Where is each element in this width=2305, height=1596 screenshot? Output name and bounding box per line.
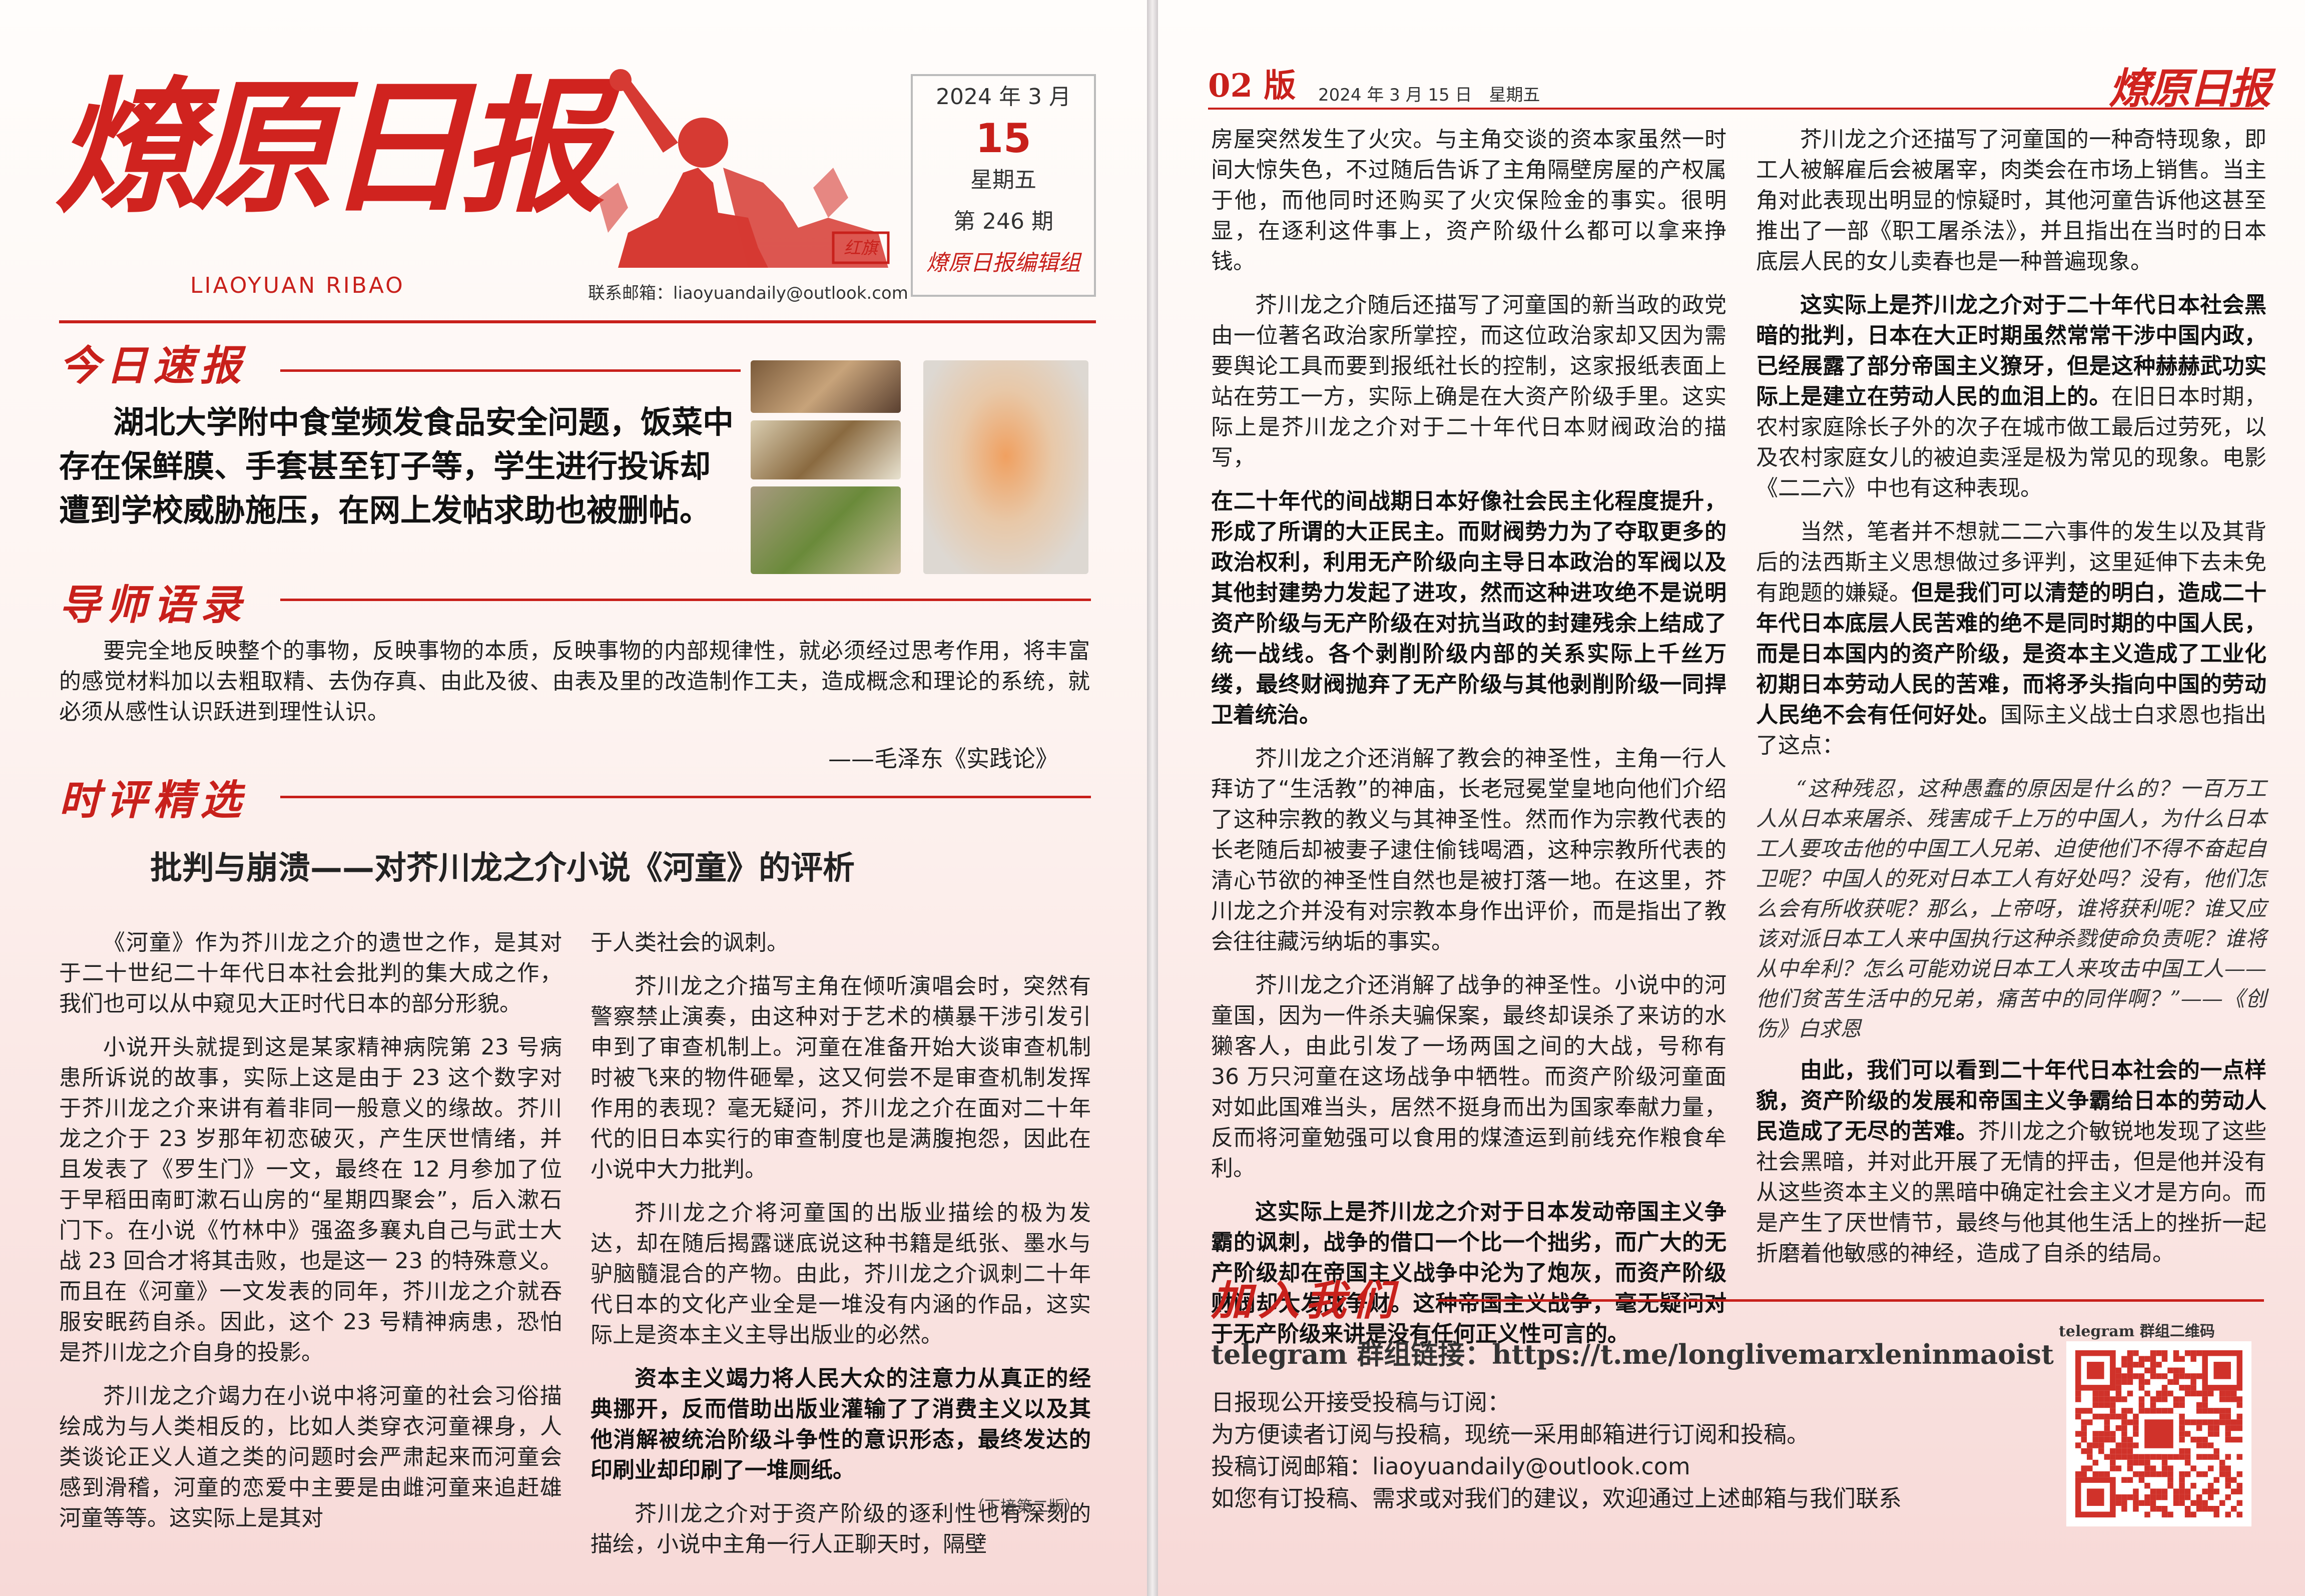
masthead-poster-image: 红旗: [598, 69, 890, 268]
page-two: 02 版 2024 年 3 月 15 日 星期五 燎原日报 房屋突然发生了火灾。…: [1158, 0, 2305, 1596]
section-heading-quote: 导师语录: [59, 581, 247, 629]
article-paragraph: 芥川龙之介还描写了河童国的一种奇特现象，即工人被解雇后会被屠宰，肉类会在市场上销…: [1756, 124, 2266, 277]
flash-headline: 湖北大学附中食堂频发食品安全问题，饭菜中存在保鲜膜、手套甚至钉子等，学生进行投诉…: [59, 404, 734, 528]
join-line: 日报现公开接受投稿与订阅：: [1211, 1389, 1510, 1416]
join-line: 为方便读者订阅与投稿，现统一采用邮箱进行订阅和投稿。: [1211, 1421, 1810, 1448]
qr-label: telegram 群组二维码: [2059, 1323, 2215, 1340]
quote-paragraph: 要完全地反映整个的事物，反映事物的本质，反映事物的内部规律性，就必须经过思考作用…: [59, 638, 1090, 725]
page-gutter: [1147, 0, 1158, 1596]
article-column-2: 于人类社会的讽刺。 芥川龙之介描写主角在倾听演唱会时，突然有警察禁止演奏，由这种…: [591, 927, 1091, 1572]
article-sentence: 芥川龙之介敏锐地发现了这些社会黑暗，并对此开展了无情的抨击，但是他并没有从这些资…: [1756, 1119, 2267, 1266]
article-paragraph: 芥川龙之介将河童国的出版业描绘的极为发达，却在随后揭露谜底说这种书籍是纸张、墨水…: [591, 1200, 1091, 1348]
editor-credit: 燎原日报编辑组: [926, 250, 1080, 276]
article-sentence: 在二十年代的间战期日本好像社会民主化程度提升，形成了所谓的大正民主。而财阀势力为…: [1211, 488, 1726, 728]
article-paragraph: 芥川龙之介还消解了战争的神圣性。小说中的河童国，因为一件杀夫骗保案，最终却误杀了…: [1211, 970, 1726, 1184]
food-photo-2: [751, 420, 901, 479]
article-sentence: 芥川龙之介随后还描写了河童国的新当政的政党由一位著名政治家所掌控，而这位政治家却…: [1211, 292, 1726, 470]
masthead-rule: [59, 320, 1096, 323]
quote-text: 要完全地反映整个的事物，反映事物的本质，反映事物的内部规律性，就必须经过思考作用…: [59, 636, 1090, 740]
article-column-4: 芥川龙之介还描写了河童国的一种奇特现象，即工人被解雇后会被屠宰，肉类会在市场上销…: [1756, 124, 2266, 1282]
food-photo-1: [751, 360, 901, 413]
poster-seal-text: 红旗: [844, 238, 880, 258]
section-rule: [280, 796, 1091, 798]
edition-label: 02 版: [1208, 67, 1296, 105]
article-paragraph: 由此，我们可以看到二十年代日本社会的一点样貌，资产阶级的发展和帝国主义争霸给日本…: [1756, 1055, 2266, 1269]
article-sentence: 这实际上是芥川龙之介对于日本发动帝国主义争霸的讽刺，战争的借口一个比一个拙劣，而…: [1211, 1199, 1726, 1347]
page-one: 燎原日报 LIAOYUAN RIBAO 红旗 联系邮箱：liaoyuandail…: [0, 0, 1147, 1596]
article-sentence: 当然，笔者并不想就二二六事件的发生以及其背后的法西斯主义思想做过多评判，这里延伸…: [1756, 519, 2266, 606]
section-heading-flash: 今日速报: [59, 342, 247, 390]
article-paragraph: 芥川龙之介描写主角在倾听演唱会时，突然有警察禁止演奏，由这种对于艺术的横暴干涉引…: [591, 973, 1091, 1182]
article-paragraph: 这实际上是芥川龙之介对于日本发动帝国主义争霸的讽刺，战争的借口一个比一个拙劣，而…: [1211, 1197, 1726, 1349]
article-paragraph: 芥川龙之介对于资产阶级的逐利性也有深刻的描绘，小说中主角一行人正聊天时，隔壁: [591, 1501, 1091, 1557]
masthead-pinyin: LIAOYUAN RIBAO: [190, 273, 405, 298]
date-box: 2024 年 3 月 15 星期五 第 246 期 燎原日报编辑组: [911, 74, 1096, 297]
contact-email: 联系邮箱：liaoyuandaily@outlook.com: [588, 283, 908, 303]
food-photo-3: [751, 486, 901, 574]
section-rule: [1438, 1299, 2264, 1302]
article-paragraph: 芥川龙之介随后还描写了河童国的新当政的政党由一位著名政治家所掌控，而这位政治家却…: [1211, 290, 1726, 473]
article-sentence: 在旧日本时期，农村家庭除长子外的次子在城市做工最后过劳死，以及农村家庭女儿的被迫…: [1756, 384, 2267, 501]
article-sentence: 芥川龙之介还描写了河童国的一种奇特现象，即工人被解雇后会被屠宰，肉类会在市场上销…: [1756, 127, 2266, 274]
article-sentence: 房屋突然发生了火灾。与主角交谈的资本家虽然一时间大惊失色，不过随后告诉了主角隔壁…: [1211, 127, 1726, 274]
article-sentence: 芥川龙之介还消解了战争的神圣性。小说中的河童国，因为一件杀夫骗保案，最终却误杀了…: [1211, 972, 1726, 1181]
article-paragraph-bold: 资本主义竭力将人民大众的注意力从真正的经典挪开，反而借助出版业灌输了了消费主义以…: [591, 1366, 1091, 1483]
article-paragraph: 《河童》作为芥川龙之介的遗世之作，是其对于二十世纪二十年代日本社会批判的集大成之…: [59, 930, 562, 1016]
telegram-link[interactable]: telegram 群组链接：https://t.me/longlivemarxl…: [1211, 1338, 2054, 1370]
article-paragraph: 当然，笔者并不想就二二六事件的发生以及其背后的法西斯主义思想做过多评判，这里延伸…: [1756, 516, 2266, 761]
quote-citation: ——毛泽东《实践论》: [828, 745, 1058, 772]
page-two-logo: 燎原日报: [2109, 64, 2271, 113]
edition-date: 2024 年 3 月 15 日 星期五: [1318, 85, 1540, 105]
bethune-quote: “这种残忍，这种愚蠢的原因是什么的？一百万工人从日本来屠杀、残害成千上万的中国人…: [1756, 776, 2266, 1041]
date-day: 15: [975, 115, 1031, 162]
telegram-qr-code[interactable]: [2066, 1341, 2251, 1526]
weekday: 星期五: [970, 167, 1036, 193]
header-rule: [1208, 108, 2264, 110]
article-paragraph: 芥川龙之介竭力在小说中将河童的社会习俗描绘成为与人类相反的，比如人类穿衣河童裸身…: [59, 1383, 562, 1531]
article-title: 批判与崩溃——对芥川龙之介小说《河童》的评析: [150, 850, 855, 887]
issue-number: 第 246 期: [953, 209, 1053, 234]
masthead-logo: 燎原日报: [55, 63, 606, 233]
article-paragraph: 这实际上是芥川龙之介对于二十年代日本社会黑暗的批判，日本在大正时期虽然常常干涉中…: [1756, 290, 2266, 503]
article-sentence-bold: 但是我们可以清楚的明白，造成二十年代日本底层人民苦难的绝不是同时期的中国人民，而…: [1756, 580, 2266, 728]
article-paragraph: 房屋突然发生了火灾。与主角交谈的资本家虽然一时间大惊失色，不过随后告诉了主角隔壁…: [1211, 124, 1726, 277]
article-paragraph: 芥川龙之介还消解了教会的神圣性，主角一行人拜访了“生活教”的神庙，长老冠冕堂皇地…: [1211, 743, 1726, 957]
join-email[interactable]: 投稿订阅邮箱：liaoyuandaily@outlook.com: [1211, 1453, 1690, 1480]
section-rule: [280, 599, 1091, 601]
article-paragraph: 小说开头就提到这是某家精神病院第 23 号病患所诉说的故事，实际上这是由于 23…: [59, 1034, 562, 1365]
article-sentence: 芥川龙之介还消解了教会的神圣性，主角一行人拜访了“生活教”的神庙，长老冠冕堂皇地…: [1211, 746, 1726, 954]
section-rule: [280, 369, 741, 372]
plastic-wrap-photo: [923, 360, 1088, 574]
section-heading-review: 时评精选: [59, 776, 247, 824]
date-line: 2024 年 3 月: [936, 84, 1071, 110]
article-column-3: 房屋突然发生了火灾。与主角交谈的资本家虽然一时间大惊失色，不过随后告诉了主角隔壁…: [1211, 124, 1726, 1362]
article-paragraph: 于人类社会的讽刺。: [591, 930, 789, 955]
join-info: 日报现公开接受投稿与订阅： 为方便读者订阅与投稿，现统一采用邮箱进行订阅和投稿。…: [1211, 1386, 2042, 1514]
section-heading-join: 加入我们: [1211, 1277, 1399, 1325]
article-sentence: 这实际上是芥川龙之介对于二十年代日本社会黑暗的批判，日本在大正时期虽然常常干涉中…: [1756, 292, 2266, 409]
article-sentence: 国际主义战士白求恩也指出了这点：: [1756, 702, 2266, 758]
article-sentence: 由此，我们可以看到二十年代日本社会的一点样貌，资产阶级的发展和帝国主义争霸给日本…: [1756, 1057, 2266, 1144]
continued-note: （下接第二版）: [968, 1497, 1081, 1516]
article-column-1: 《河童》作为芥川龙之介的遗世之作，是其对于二十世纪二十年代日本社会批判的集大成之…: [59, 927, 562, 1546]
join-line: 如您有订投稿、需求或对我们的建议，欢迎通过上述邮箱与我们联系: [1211, 1485, 1902, 1512]
article-paragraph: 在二十年代的间战期日本好像社会民主化程度提升，形成了所谓的大正民主。而财阀势力为…: [1211, 486, 1726, 730]
